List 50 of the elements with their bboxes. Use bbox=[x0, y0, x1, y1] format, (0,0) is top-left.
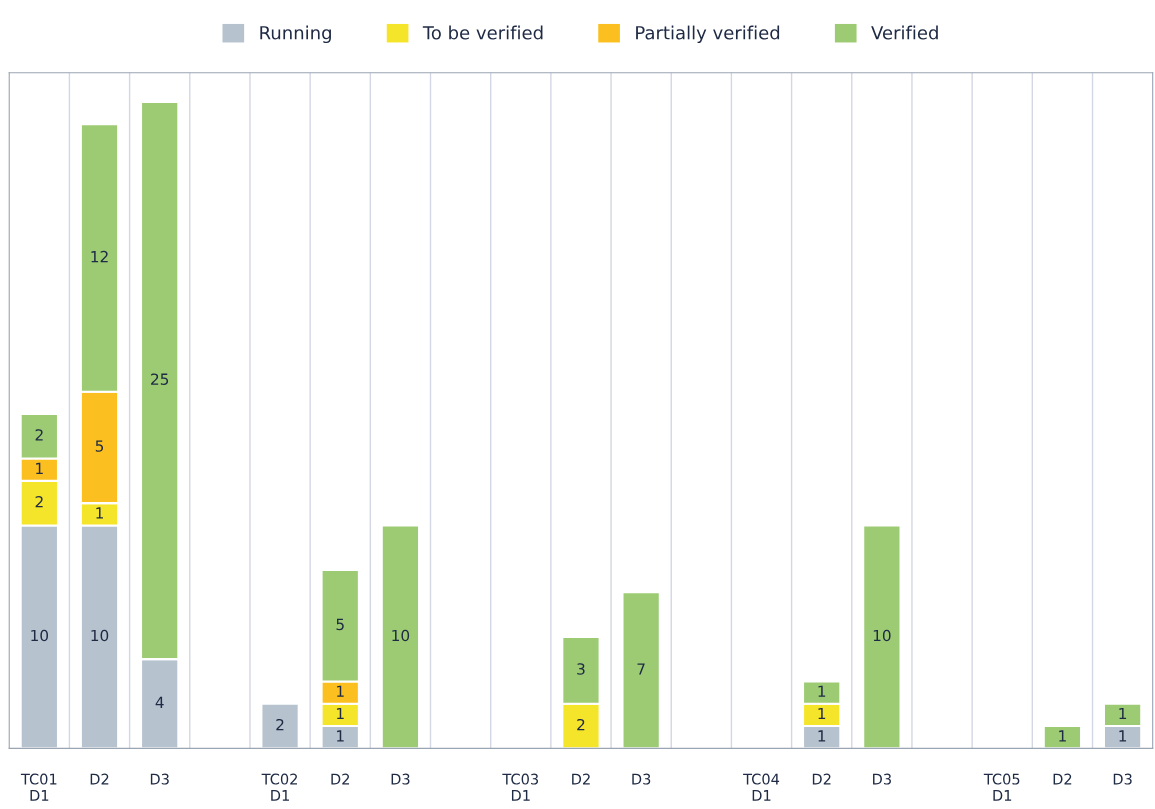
data-label: 2 bbox=[276, 718, 284, 731]
data-label: 1 bbox=[1059, 730, 1066, 742]
x-tick-label: TC03 D1 bbox=[502, 773, 539, 801]
data-label: 1 bbox=[818, 707, 826, 720]
legend-label: Partially verified bbox=[636, 25, 780, 44]
bar bbox=[862, 524, 902, 749]
x-tick-label: TC02 D1 bbox=[261, 773, 297, 801]
data-label: 1 bbox=[337, 707, 344, 720]
data-label: 5 bbox=[336, 618, 344, 631]
legend-label: To be verified bbox=[422, 25, 543, 40]
data-label: 1 bbox=[818, 730, 826, 742]
data-label: 10 bbox=[31, 629, 49, 642]
x-tick-label: D3 bbox=[1113, 773, 1132, 785]
x-tick-label: TC04 D1 bbox=[743, 773, 780, 801]
data-label: 4 bbox=[155, 696, 164, 708]
x-tick-label: TC01 D1 bbox=[20, 773, 57, 801]
data-label: 3 bbox=[577, 663, 585, 675]
data-label: 2 bbox=[577, 718, 585, 731]
x-tick-label: D3 bbox=[391, 773, 410, 785]
x-tick-label: TC05 D1 bbox=[983, 773, 1020, 801]
bar bbox=[380, 524, 421, 749]
data-label: 1 bbox=[337, 685, 344, 697]
data-label: 5 bbox=[95, 440, 104, 452]
bar bbox=[260, 702, 300, 749]
data-label: 10 bbox=[873, 629, 891, 642]
bar bbox=[621, 591, 661, 749]
data-label: 1 bbox=[337, 730, 344, 742]
data-label: 10 bbox=[91, 629, 109, 642]
data-label: 1 bbox=[818, 685, 826, 697]
x-tick-label: D2 bbox=[1053, 773, 1072, 785]
legend-label: Verified bbox=[871, 25, 938, 40]
data-label: 7 bbox=[637, 663, 645, 675]
data-label: 2 bbox=[35, 429, 43, 441]
data-label: 10 bbox=[392, 629, 410, 642]
x-tick-label: D3 bbox=[150, 773, 169, 785]
x-tick-label: D3 bbox=[873, 773, 891, 785]
legend-label: Running bbox=[260, 25, 331, 44]
data-label: 25 bbox=[151, 373, 169, 385]
data-label: 1 bbox=[1119, 707, 1127, 720]
x-tick-label: D2 bbox=[812, 773, 831, 785]
data-label: 1 bbox=[96, 507, 103, 519]
data-label: 2 bbox=[35, 496, 43, 508]
x-tick-label: D2 bbox=[572, 773, 590, 785]
x-tick-label: D3 bbox=[632, 773, 651, 785]
bar bbox=[1042, 724, 1083, 749]
data-label: 1 bbox=[1119, 730, 1127, 742]
data-label: 12 bbox=[91, 250, 108, 263]
x-tick-label: D2 bbox=[331, 773, 350, 785]
x-tick-label: D2 bbox=[90, 773, 109, 785]
data-label: 1 bbox=[36, 462, 43, 474]
